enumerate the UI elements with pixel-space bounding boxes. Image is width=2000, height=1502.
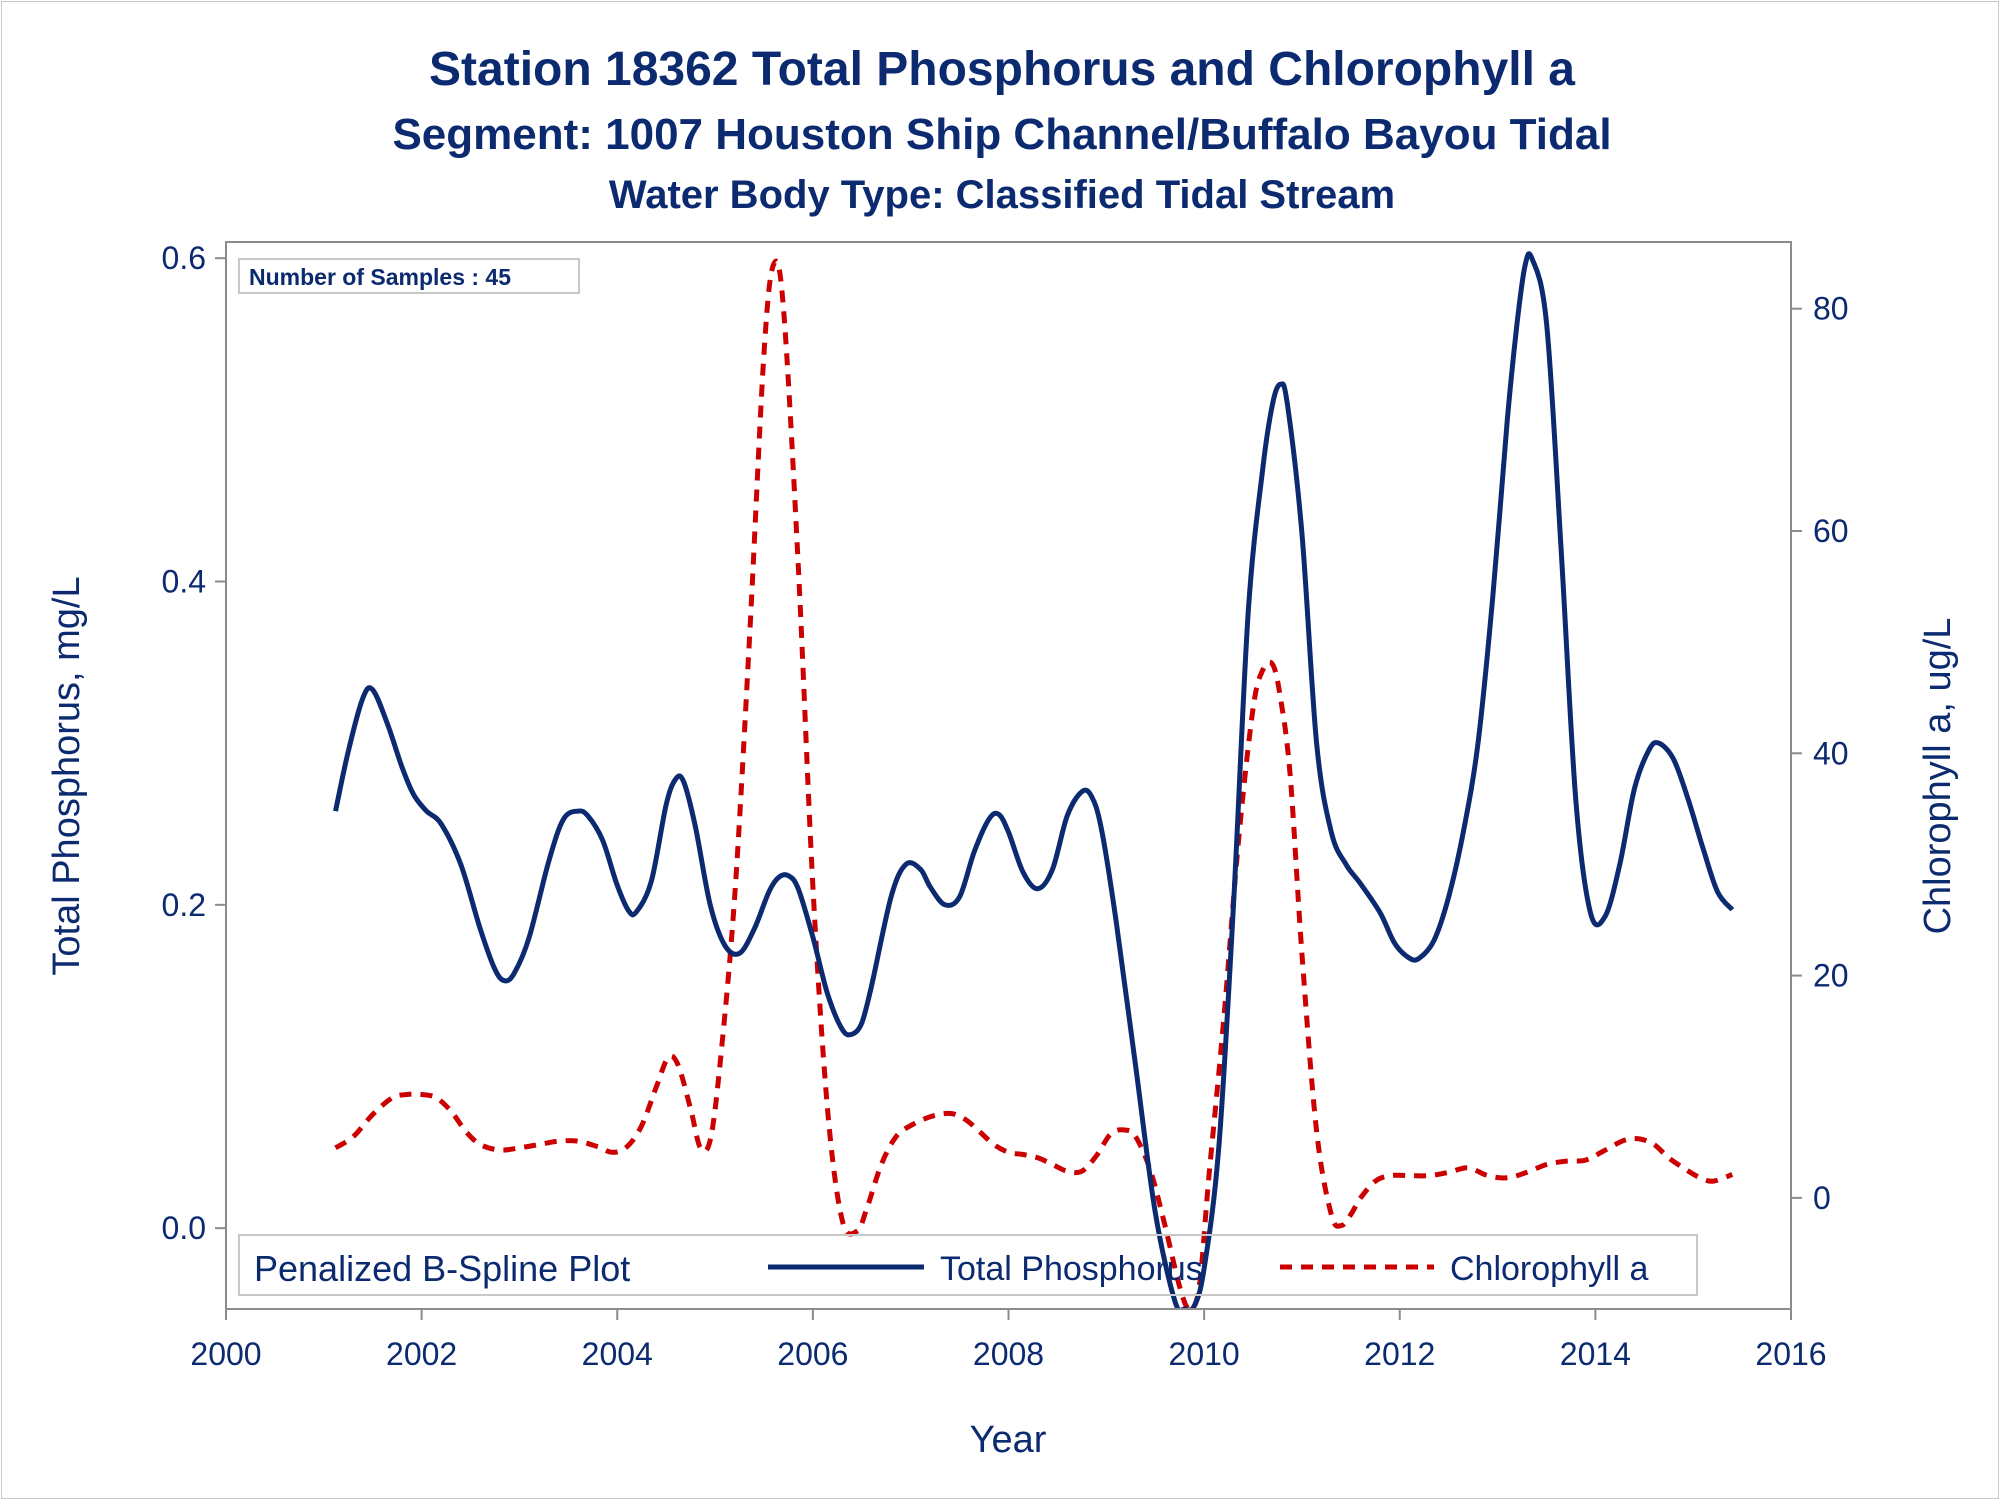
x-tick-label: 2006	[777, 1336, 848, 1372]
legend: Penalized B-Spline Plot Total Phosphorus…	[238, 1234, 1698, 1296]
chart-subtitle: Segment: 1007 Houston Ship Channel/Buffa…	[392, 110, 1611, 159]
y-axis-right: 0 20 40 60 80	[1791, 291, 1849, 1216]
legend-entry-chlorophyll-a: Chlorophyll a	[1450, 1250, 1649, 1288]
y-axis-left: 0.0 0.2 0.4 0.6	[162, 240, 226, 1246]
y2-tick-label: 0	[1813, 1180, 1831, 1216]
series-layer	[333, 251, 1735, 1308]
y2-tick-label: 20	[1813, 958, 1849, 994]
chart-subtitle-2: Water Body Type: Classified Tidal Stream	[609, 173, 1395, 217]
y-tick-label: 0.4	[162, 564, 206, 600]
chart-title: Station 18362 Total Phosphorus and Chlor…	[429, 43, 1575, 96]
x-tick-label: 2016	[1755, 1336, 1826, 1372]
x-tick-label: 2012	[1364, 1336, 1435, 1372]
y2-tick-label: 40	[1813, 735, 1849, 771]
x-tick-label: 2010	[1169, 1336, 1240, 1372]
y-tick-label: 0.0	[162, 1210, 206, 1246]
legend-entry-total-phosphorus: Total Phosphorus	[940, 1250, 1203, 1288]
y-tick-label: 0.2	[162, 887, 206, 923]
x-tick-label: 2000	[190, 1336, 261, 1372]
x-axis: 2000 2002 2004 2006 2008 2010 2012 2014 2016	[190, 1309, 1827, 1372]
x-tick-label: 2002	[386, 1336, 457, 1372]
samples-box	[238, 258, 580, 294]
series-line-total-phosphorus	[333, 251, 1735, 1308]
samples-label: Number of Samples : 45	[249, 264, 511, 290]
x-tick-label: 2008	[973, 1336, 1044, 1372]
series-line-chlorophyll-a	[334, 258, 1734, 1308]
y2-axis-label: Chlorophyll a, ug/L	[1917, 618, 1959, 935]
y2-tick-label: 60	[1813, 513, 1849, 549]
y2-tick-label: 80	[1813, 291, 1849, 327]
x-tick-label: 2004	[582, 1336, 653, 1372]
x-tick-label: 2014	[1560, 1336, 1631, 1372]
legend-title: Penalized B-Spline Plot	[254, 1248, 630, 1289]
y-axis-label: Total Phosphorus, mg/L	[46, 576, 88, 975]
legend-box	[238, 1234, 1698, 1296]
plot-area-border	[225, 241, 1792, 1310]
y-tick-label: 0.6	[162, 240, 206, 276]
x-axis-label: Year	[970, 1419, 1047, 1461]
